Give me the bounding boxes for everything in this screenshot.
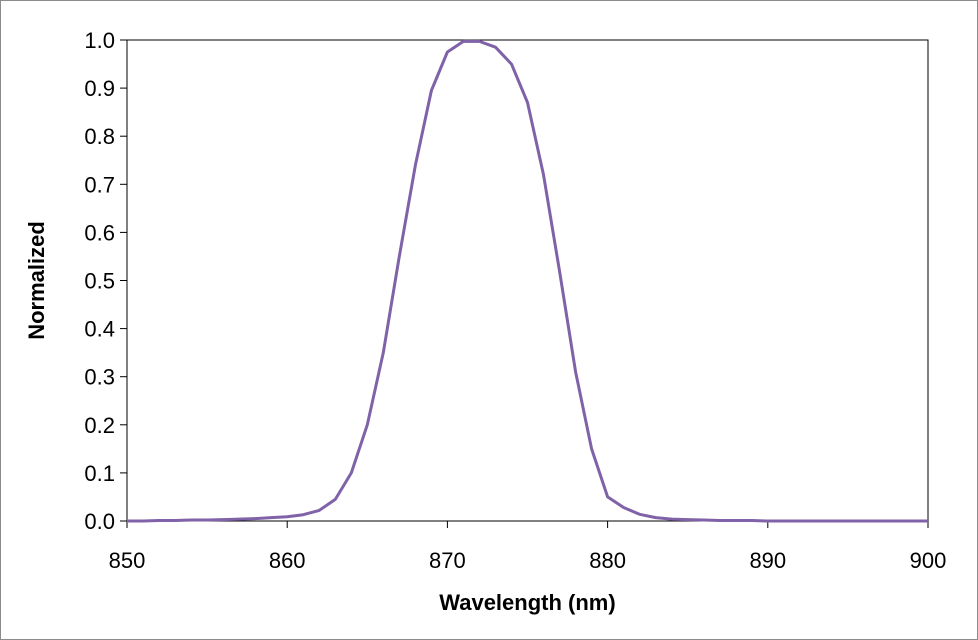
y-tick-label: 0.2 <box>84 413 115 438</box>
x-tick-label: 900 <box>910 548 947 573</box>
y-tick-label: 0.0 <box>84 509 115 534</box>
series-line <box>127 39 928 523</box>
y-tick-label: 0.9 <box>84 76 115 101</box>
x-axis-title: Wavelength (nm) <box>439 590 615 615</box>
plot-area <box>126 39 929 522</box>
x-tick-label: 870 <box>429 548 466 573</box>
y-tick-label: 1.0 <box>84 28 115 53</box>
y-tick-label: 0.4 <box>84 317 115 342</box>
y-tick-label: 0.6 <box>84 220 115 245</box>
y-tick-label: 0.7 <box>84 172 115 197</box>
x-tick-label: 860 <box>269 548 306 573</box>
x-tick-label: 890 <box>749 548 786 573</box>
x-tick-label: 850 <box>109 548 146 573</box>
y-tick-label: 0.1 <box>84 461 115 486</box>
y-axis-title: Normalized <box>24 221 49 340</box>
y-tick-label: 0.5 <box>84 269 115 294</box>
x-tick-label: 880 <box>589 548 626 573</box>
y-tick-label: 0.8 <box>84 124 115 149</box>
y-tick-label: 0.3 <box>84 365 115 390</box>
